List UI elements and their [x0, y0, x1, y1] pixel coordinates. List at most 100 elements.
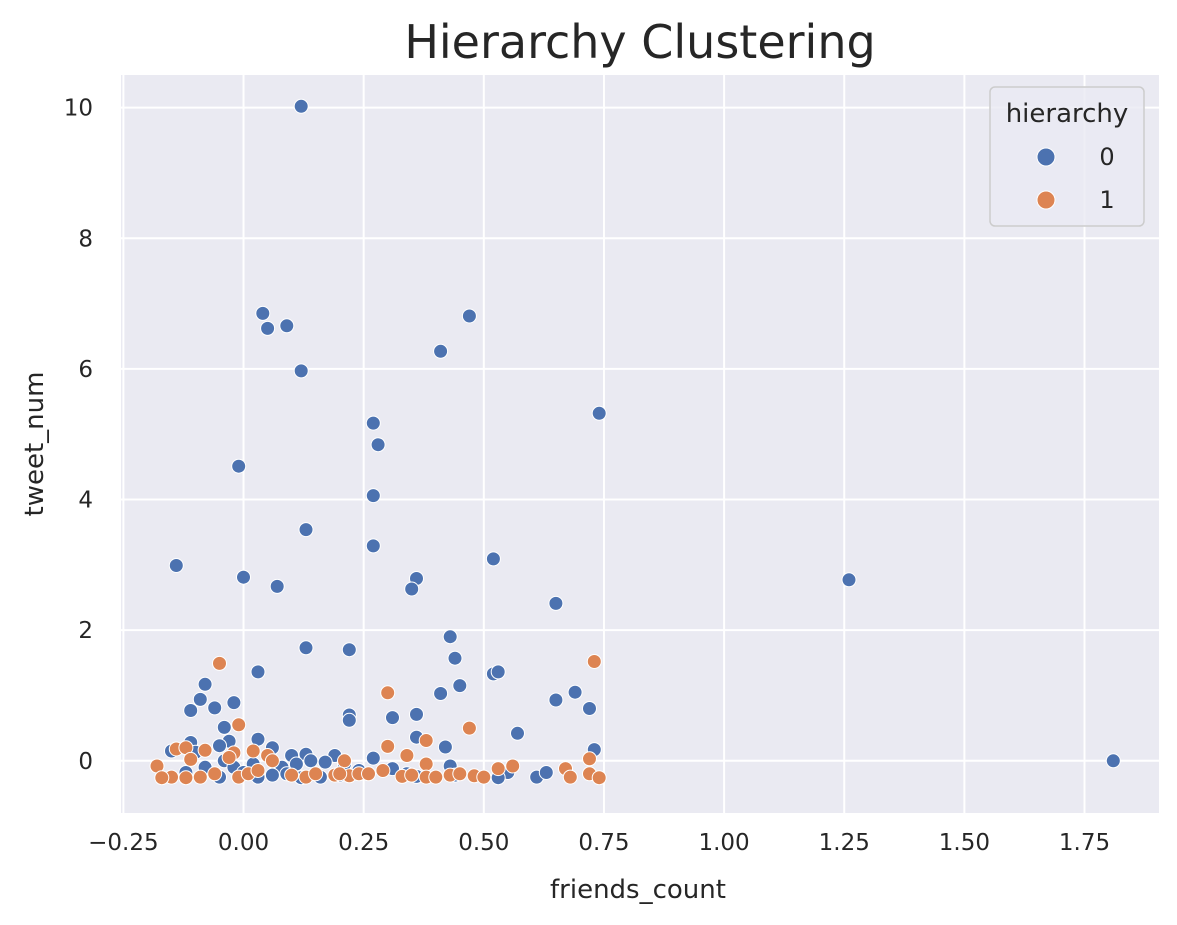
data-point — [192, 691, 208, 707]
data-point — [591, 770, 607, 786]
data-point — [293, 98, 309, 114]
y-tick-label: 0 — [78, 749, 93, 775]
data-point — [250, 763, 266, 778]
legend-marker-series-0 — [1036, 147, 1056, 167]
data-point — [380, 685, 396, 701]
x-tick-label: 1.00 — [698, 830, 749, 856]
data-point — [197, 742, 213, 758]
data-point — [337, 753, 352, 769]
data-point — [207, 766, 223, 782]
data-point — [433, 343, 449, 359]
data-point — [562, 769, 578, 785]
data-point — [332, 766, 348, 782]
data-point — [505, 758, 521, 774]
data-point — [298, 522, 314, 538]
data-point — [1105, 753, 1121, 769]
data-point — [433, 686, 449, 701]
data-point — [260, 320, 276, 336]
data-point — [409, 706, 424, 722]
data-point — [447, 650, 463, 666]
data-point — [365, 750, 381, 766]
y-axis-label: tweet_num — [20, 372, 50, 517]
data-point — [284, 767, 300, 783]
data-point — [264, 767, 280, 783]
data-point — [418, 756, 434, 772]
data-point — [380, 738, 396, 754]
data-point — [212, 655, 227, 671]
data-point — [404, 581, 420, 597]
x-axis-label: friends_count — [550, 875, 726, 905]
data-point — [442, 629, 458, 645]
x-tick-label: 1.50 — [939, 830, 990, 856]
data-point — [365, 538, 381, 554]
data-point — [221, 750, 237, 765]
data-point — [317, 754, 333, 770]
x-tick-label: 0.25 — [338, 830, 389, 856]
data-point — [192, 769, 208, 785]
legend-marker-series-1 — [1036, 190, 1056, 210]
y-tick-label: 4 — [78, 488, 93, 514]
data-point — [236, 569, 251, 585]
data-point — [586, 654, 602, 669]
data-point — [226, 695, 242, 711]
data-point — [375, 763, 391, 778]
data-point — [231, 717, 247, 733]
data-point — [255, 305, 271, 321]
data-point — [428, 769, 444, 785]
x-tick-label: 1.75 — [1059, 830, 1110, 856]
y-tick-label: 2 — [78, 618, 93, 644]
data-point — [197, 676, 213, 692]
data-point — [490, 664, 506, 680]
data-point — [293, 363, 309, 379]
x-tick-labels: −0.25 0.00 0.25 0.50 0.75 1.00 1.25 1.50 1.75 — [88, 830, 1110, 856]
data-point — [582, 701, 597, 716]
data-point — [183, 751, 199, 767]
data-point — [437, 739, 453, 755]
data-point — [183, 703, 199, 718]
data-point — [298, 640, 314, 656]
data-point — [548, 692, 564, 708]
y-tick-labels: 0 2 4 6 8 10 — [64, 96, 93, 775]
data-point — [178, 770, 194, 786]
data-point — [399, 748, 415, 763]
x-tick-label: 0.00 — [218, 830, 269, 856]
data-point — [250, 664, 266, 680]
data-point — [567, 684, 583, 700]
y-tick-label: 10 — [64, 96, 93, 122]
data-point — [231, 458, 247, 474]
data-point — [303, 753, 319, 769]
plot-area — [121, 75, 1159, 813]
data-point — [418, 733, 434, 748]
x-tick-label: −0.25 — [88, 830, 158, 856]
data-point — [485, 551, 501, 567]
data-point — [341, 712, 357, 728]
data-point — [452, 678, 468, 694]
x-tick-label: 0.50 — [458, 830, 509, 856]
data-point — [264, 753, 280, 769]
data-point — [154, 770, 170, 786]
data-point — [510, 725, 525, 741]
data-point — [308, 766, 324, 782]
y-tick-label: 6 — [78, 357, 93, 383]
x-tick-label: 1.25 — [819, 830, 870, 856]
data-point — [490, 761, 506, 777]
legend-title: hierarchy — [1006, 99, 1129, 129]
data-point — [168, 558, 184, 573]
data-points — [149, 98, 1121, 786]
legend-label-series-1: 1 — [1099, 186, 1114, 214]
x-tick-label: 0.75 — [578, 830, 629, 856]
data-point — [538, 765, 554, 780]
data-point — [269, 578, 285, 594]
data-point — [216, 719, 232, 735]
legend: hierarchy 0 1 — [989, 86, 1145, 227]
legend-label-series-0: 0 — [1099, 143, 1114, 171]
data-point — [212, 738, 227, 754]
data-point — [452, 766, 468, 782]
data-point — [461, 308, 477, 324]
data-point — [361, 766, 376, 782]
data-point — [591, 405, 607, 421]
data-point — [245, 743, 261, 759]
legend-box — [989, 86, 1145, 227]
series-1 — [149, 654, 607, 786]
